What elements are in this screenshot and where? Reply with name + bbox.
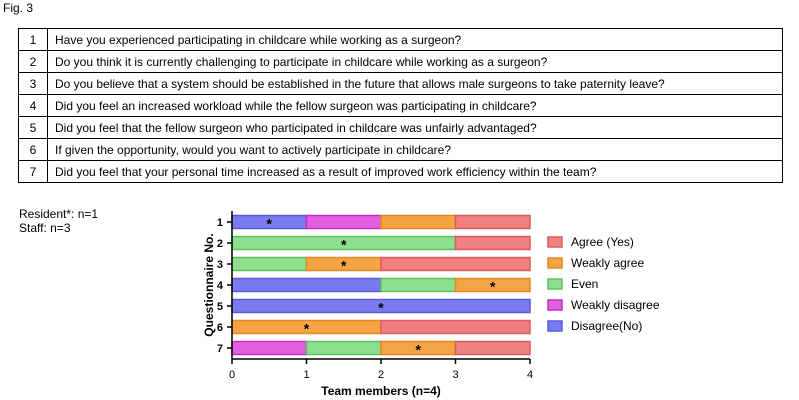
question-text: Have you experienced participating in ch…: [47, 28, 783, 51]
y-axis-title: Questionnaire No.: [202, 233, 216, 336]
x-tick-label: 2: [378, 369, 384, 381]
legend-label: Weakly agree: [571, 256, 644, 270]
bar-segment: [231, 277, 382, 293]
legend-swatch: [547, 257, 563, 269]
x-tick-label: 3: [452, 369, 458, 381]
bar-segment: [305, 214, 382, 230]
legend-label: Even: [571, 277, 598, 291]
resident-marker: *: [378, 300, 384, 316]
y-tick-label: 1: [217, 217, 223, 229]
resident-note: Resident*: n=1: [19, 207, 99, 221]
legend-label: Agree (Yes): [571, 235, 634, 249]
bar-segment: [380, 214, 457, 230]
x-tick-label: 1: [303, 369, 309, 381]
bar-segment: [454, 214, 531, 230]
legend-swatch: [547, 236, 563, 248]
figure-label: Fig. 3: [3, 1, 34, 15]
resident-marker: *: [304, 321, 310, 337]
x-tick-label: 4: [527, 369, 533, 381]
y-tick-label: 5: [217, 301, 223, 313]
question-text: Did you feel that your personal time inc…: [47, 160, 783, 183]
x-tick-label: 0: [229, 369, 235, 381]
bar-segment: [380, 319, 531, 335]
bar-segment: [380, 277, 457, 293]
question-row: 4 Did you feel an increased workload whil…: [18, 94, 783, 117]
bar-segment: [231, 256, 308, 272]
y-tick-label: 2: [217, 238, 223, 250]
resident-marker: *: [416, 342, 422, 358]
x-axis-title: Team members (n=4): [321, 384, 441, 398]
legend-swatch: [547, 299, 563, 311]
legend-label: Disagree(No): [571, 319, 642, 333]
bar-segment: [305, 340, 382, 356]
questionnaire-table: 1 Have you experienced participating in c…: [18, 28, 783, 183]
bar-segment: [380, 256, 531, 272]
question-text: Did you feel an increased workload while…: [47, 94, 783, 117]
staff-note: Staff: n=3: [19, 221, 71, 235]
question-row: 7 Did you feel that your personal time in…: [18, 160, 783, 183]
y-tick-label: 7: [217, 343, 223, 355]
resident-marker: *: [341, 237, 347, 253]
legend-label: Weakly disagree: [571, 298, 660, 312]
y-tick-label: 3: [217, 259, 223, 271]
resident-marker: *: [341, 258, 347, 274]
resident-marker: *: [267, 216, 273, 232]
y-tick-label: 4: [217, 280, 224, 292]
question-row: 1 Have you experienced participating in c…: [18, 28, 783, 51]
y-tick-label: 6: [217, 322, 223, 334]
bar-segment: [454, 277, 531, 293]
legend-swatch: [547, 320, 563, 332]
resident-marker: *: [490, 279, 496, 295]
bar-segment: [454, 340, 531, 356]
bar-segment: [231, 340, 308, 356]
question-number: 7: [18, 160, 48, 183]
bar-segment: [454, 235, 531, 251]
legend-swatch: [547, 278, 563, 290]
